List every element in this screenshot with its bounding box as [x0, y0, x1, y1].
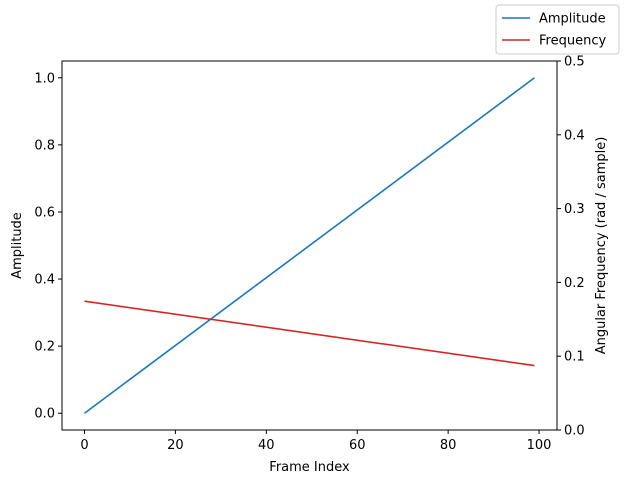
y-left-tick-label: 1.0: [34, 71, 55, 86]
y-left-tick-label: 0.0: [34, 407, 55, 422]
x-tick-label: 100: [527, 438, 552, 453]
y-left-tick-label: 0.6: [34, 205, 55, 220]
y-left-axis-title: Amplitude: [10, 212, 25, 279]
y-right-tick-label: 0.2: [564, 276, 585, 291]
y-right-tick-label: 0.3: [564, 202, 585, 217]
y-right-axis-title: Angular Frequency (rad / sample): [594, 137, 609, 355]
x-tick-label: 80: [440, 438, 457, 453]
plot-lines: [84, 77, 535, 414]
y-right-tick-label: 0.1: [564, 350, 585, 365]
legend-label-amplitude: Amplitude: [539, 12, 606, 27]
y-left-tick-label: 0.4: [34, 273, 55, 288]
x-tick-label: 40: [258, 438, 275, 453]
x-axis-ticks: 0 20 40 60 80 100: [80, 430, 551, 453]
y-right-tick-label: 0.5: [564, 55, 585, 70]
x-axis-title: Frame Index: [269, 460, 350, 475]
x-tick-label: 20: [167, 438, 184, 453]
y-right-axis-ticks: 0.0 0.1 0.2 0.3 0.4 0.5: [557, 55, 585, 439]
legend: Amplitude Frequency: [495, 4, 620, 55]
y-left-tick-label: 0.2: [34, 340, 55, 355]
series-line-amplitude: [84, 77, 535, 414]
y-left-axis-ticks: 0.0 0.2 0.4 0.6 0.8 1.0: [34, 71, 62, 422]
x-tick-label: 0: [80, 438, 88, 453]
legend-label-frequency: Frequency: [539, 34, 606, 49]
plot-frame: [61, 60, 558, 431]
series-line-frequency: [84, 300, 535, 367]
y-left-tick-label: 0.8: [34, 138, 55, 153]
x-tick-label: 60: [349, 438, 366, 453]
y-right-tick-label: 0.4: [564, 128, 585, 143]
y-right-tick-label: 0.0: [564, 424, 585, 439]
